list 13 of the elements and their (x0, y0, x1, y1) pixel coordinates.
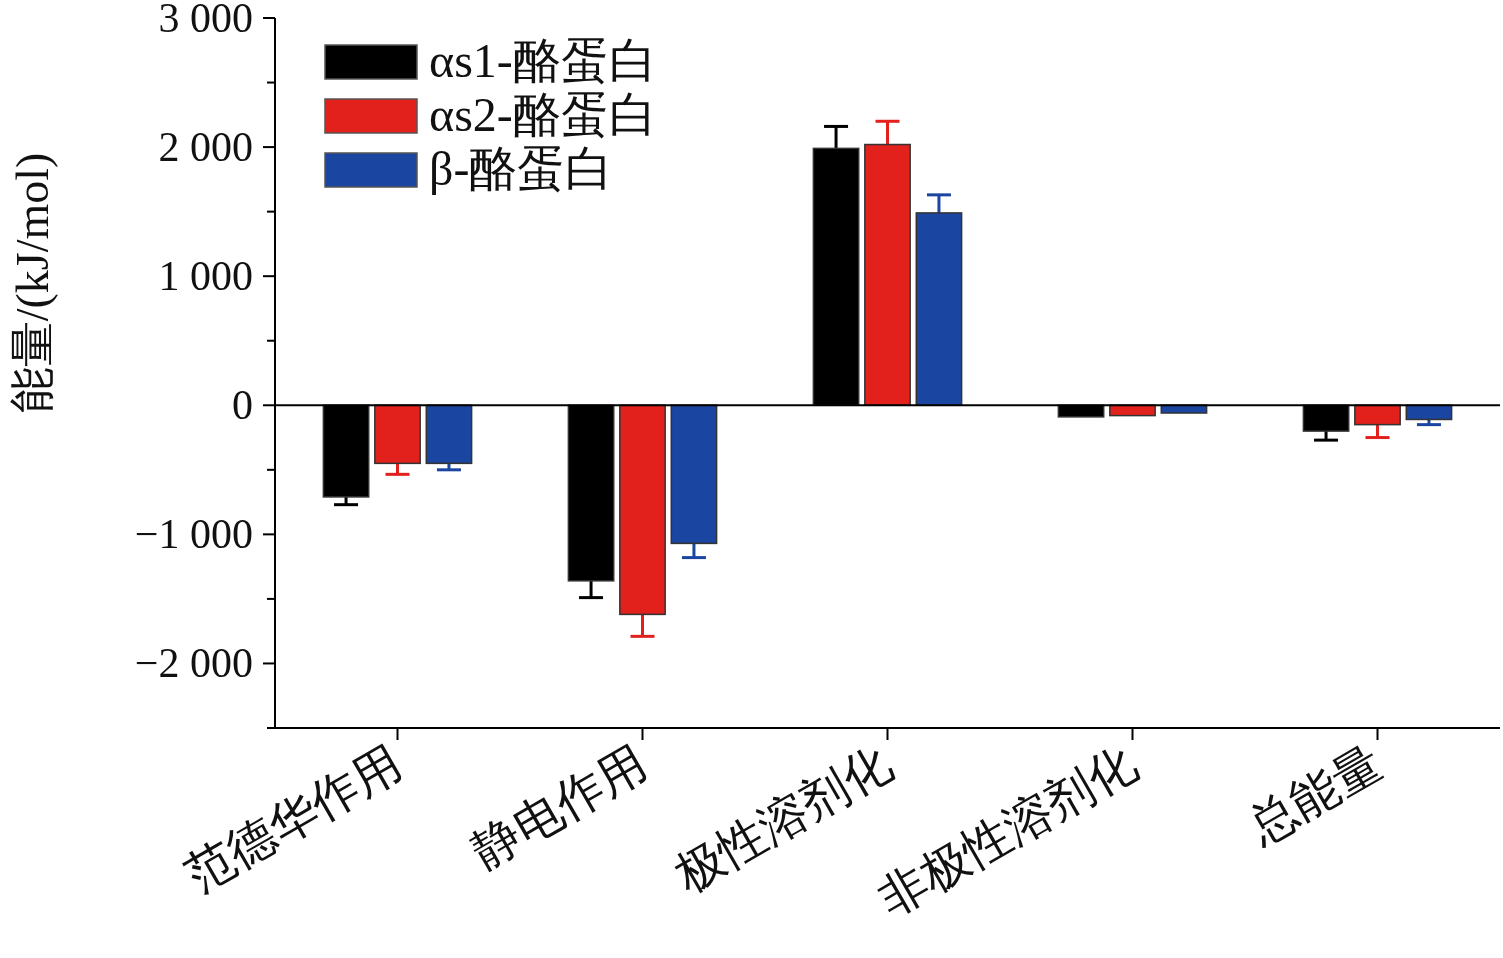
x-tick-label: 范德华作用 (176, 735, 411, 902)
x-tick-label: 静电作用 (462, 735, 656, 878)
legend-label: αs1-酪蛋白 (429, 34, 657, 87)
y-tick-label: 1 000 (158, 253, 253, 300)
y-axis-title: 能量/(kJ/mol) (7, 152, 58, 414)
y-tick-label: 3 000 (158, 0, 253, 41)
y-tick-label: −2 000 (134, 640, 253, 687)
x-tick-label: 总能量 (1238, 735, 1391, 855)
y-tick-label: −1 000 (134, 511, 253, 558)
y-tick-label: 2 000 (158, 124, 253, 171)
y-tick-label: 0 (232, 382, 253, 429)
legend-label: αs2-酪蛋白 (429, 88, 657, 141)
legend-label: β-酪蛋白 (429, 142, 614, 195)
